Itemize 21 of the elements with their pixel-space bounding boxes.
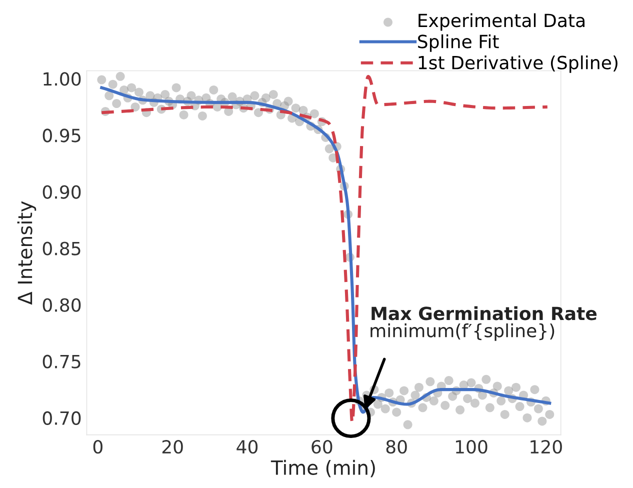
x-tick-label: 80: [386, 440, 407, 454]
x-tick-label: 40: [236, 440, 258, 454]
legend-label: Experimental Data: [418, 13, 584, 31]
x-tick-label: 120: [530, 440, 562, 454]
y-tick-label: 0.95: [42, 128, 80, 142]
y-tick-label: 0.70: [42, 411, 81, 425]
legend-label: 1st Derivative (Spline): [418, 55, 618, 73]
legend-label: Spline Fit: [418, 34, 499, 52]
x-tick-label: 0: [93, 440, 102, 454]
y-tick-label: 0.90: [42, 185, 81, 199]
y-tick-label: 0.75: [42, 354, 80, 368]
x-tick-label: 60: [312, 440, 332, 454]
y-tick-label: 0.80: [42, 298, 81, 312]
x-tick-label: 20: [162, 440, 183, 454]
y-tick-label: 1.00: [44, 72, 81, 86]
annotation: Max Germination Rate: [372, 306, 597, 320]
x-tick-label: 100: [456, 440, 488, 454]
y-tick-label: 0.85: [42, 242, 80, 256]
y-axis-title: Δ Intensity: [17, 201, 36, 305]
annotation: minimum(f′{spline}): [370, 323, 554, 341]
x-axis-title: Time (min): [270, 460, 375, 478]
